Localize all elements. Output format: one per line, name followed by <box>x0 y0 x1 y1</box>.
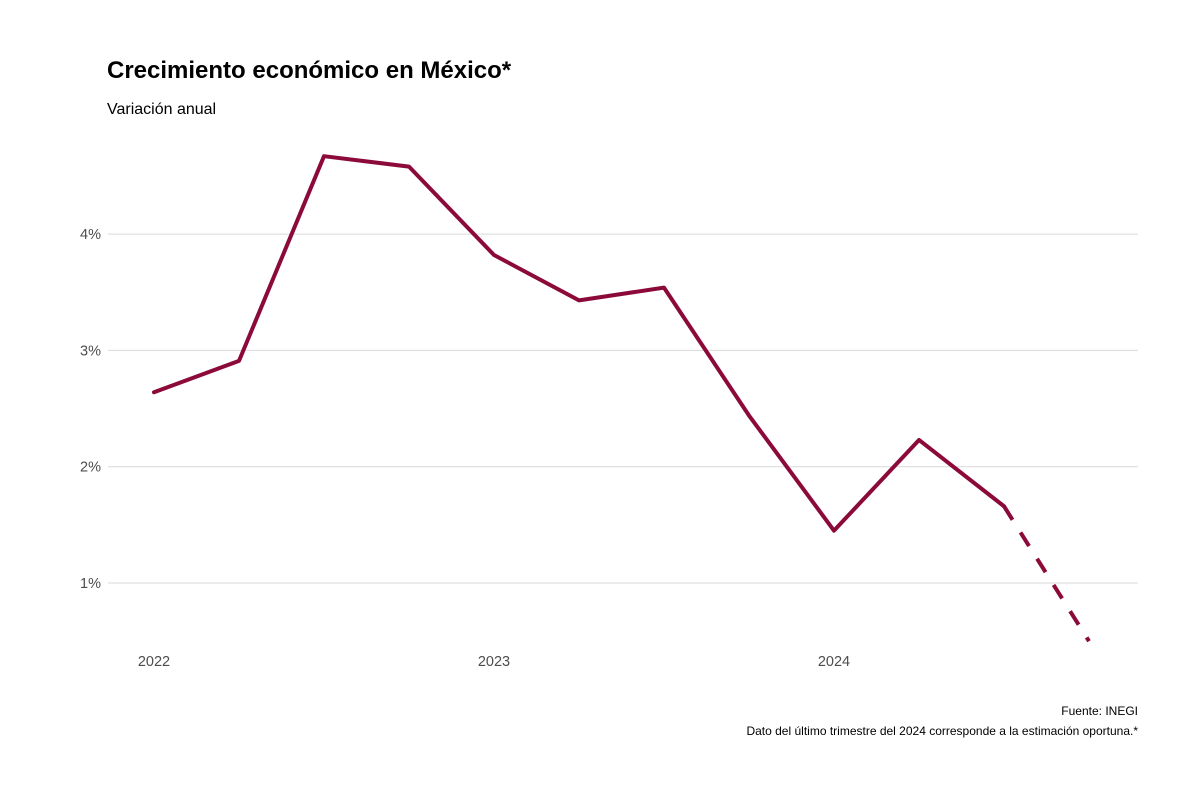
y-tick-label: 1% <box>80 576 101 592</box>
series-line-estimate <box>1002 505 1091 643</box>
series-line <box>152 154 1091 643</box>
x-tick-label: 2022 <box>138 654 170 670</box>
x-axis-ticks: 2022 2023 2024 <box>138 654 850 670</box>
y-tick-label: 2% <box>80 460 101 476</box>
note-caption: Dato del último trimestre del 2024 corre… <box>746 724 1138 738</box>
chart-subtitle: Variación anual <box>107 101 217 118</box>
source-caption: Fuente: INEGI <box>1061 704 1138 718</box>
series-line-actual <box>152 154 1006 533</box>
x-tick-label: 2024 <box>818 654 850 670</box>
y-tick-label: 3% <box>80 343 101 359</box>
chart-title: Crecimiento económico en México* <box>107 57 512 84</box>
y-axis-ticks: 1% 2% 3% 4% <box>80 227 101 592</box>
y-tick-label: 4% <box>80 227 101 243</box>
x-tick-label: 2023 <box>478 654 510 670</box>
grid-lines <box>108 233 1138 584</box>
